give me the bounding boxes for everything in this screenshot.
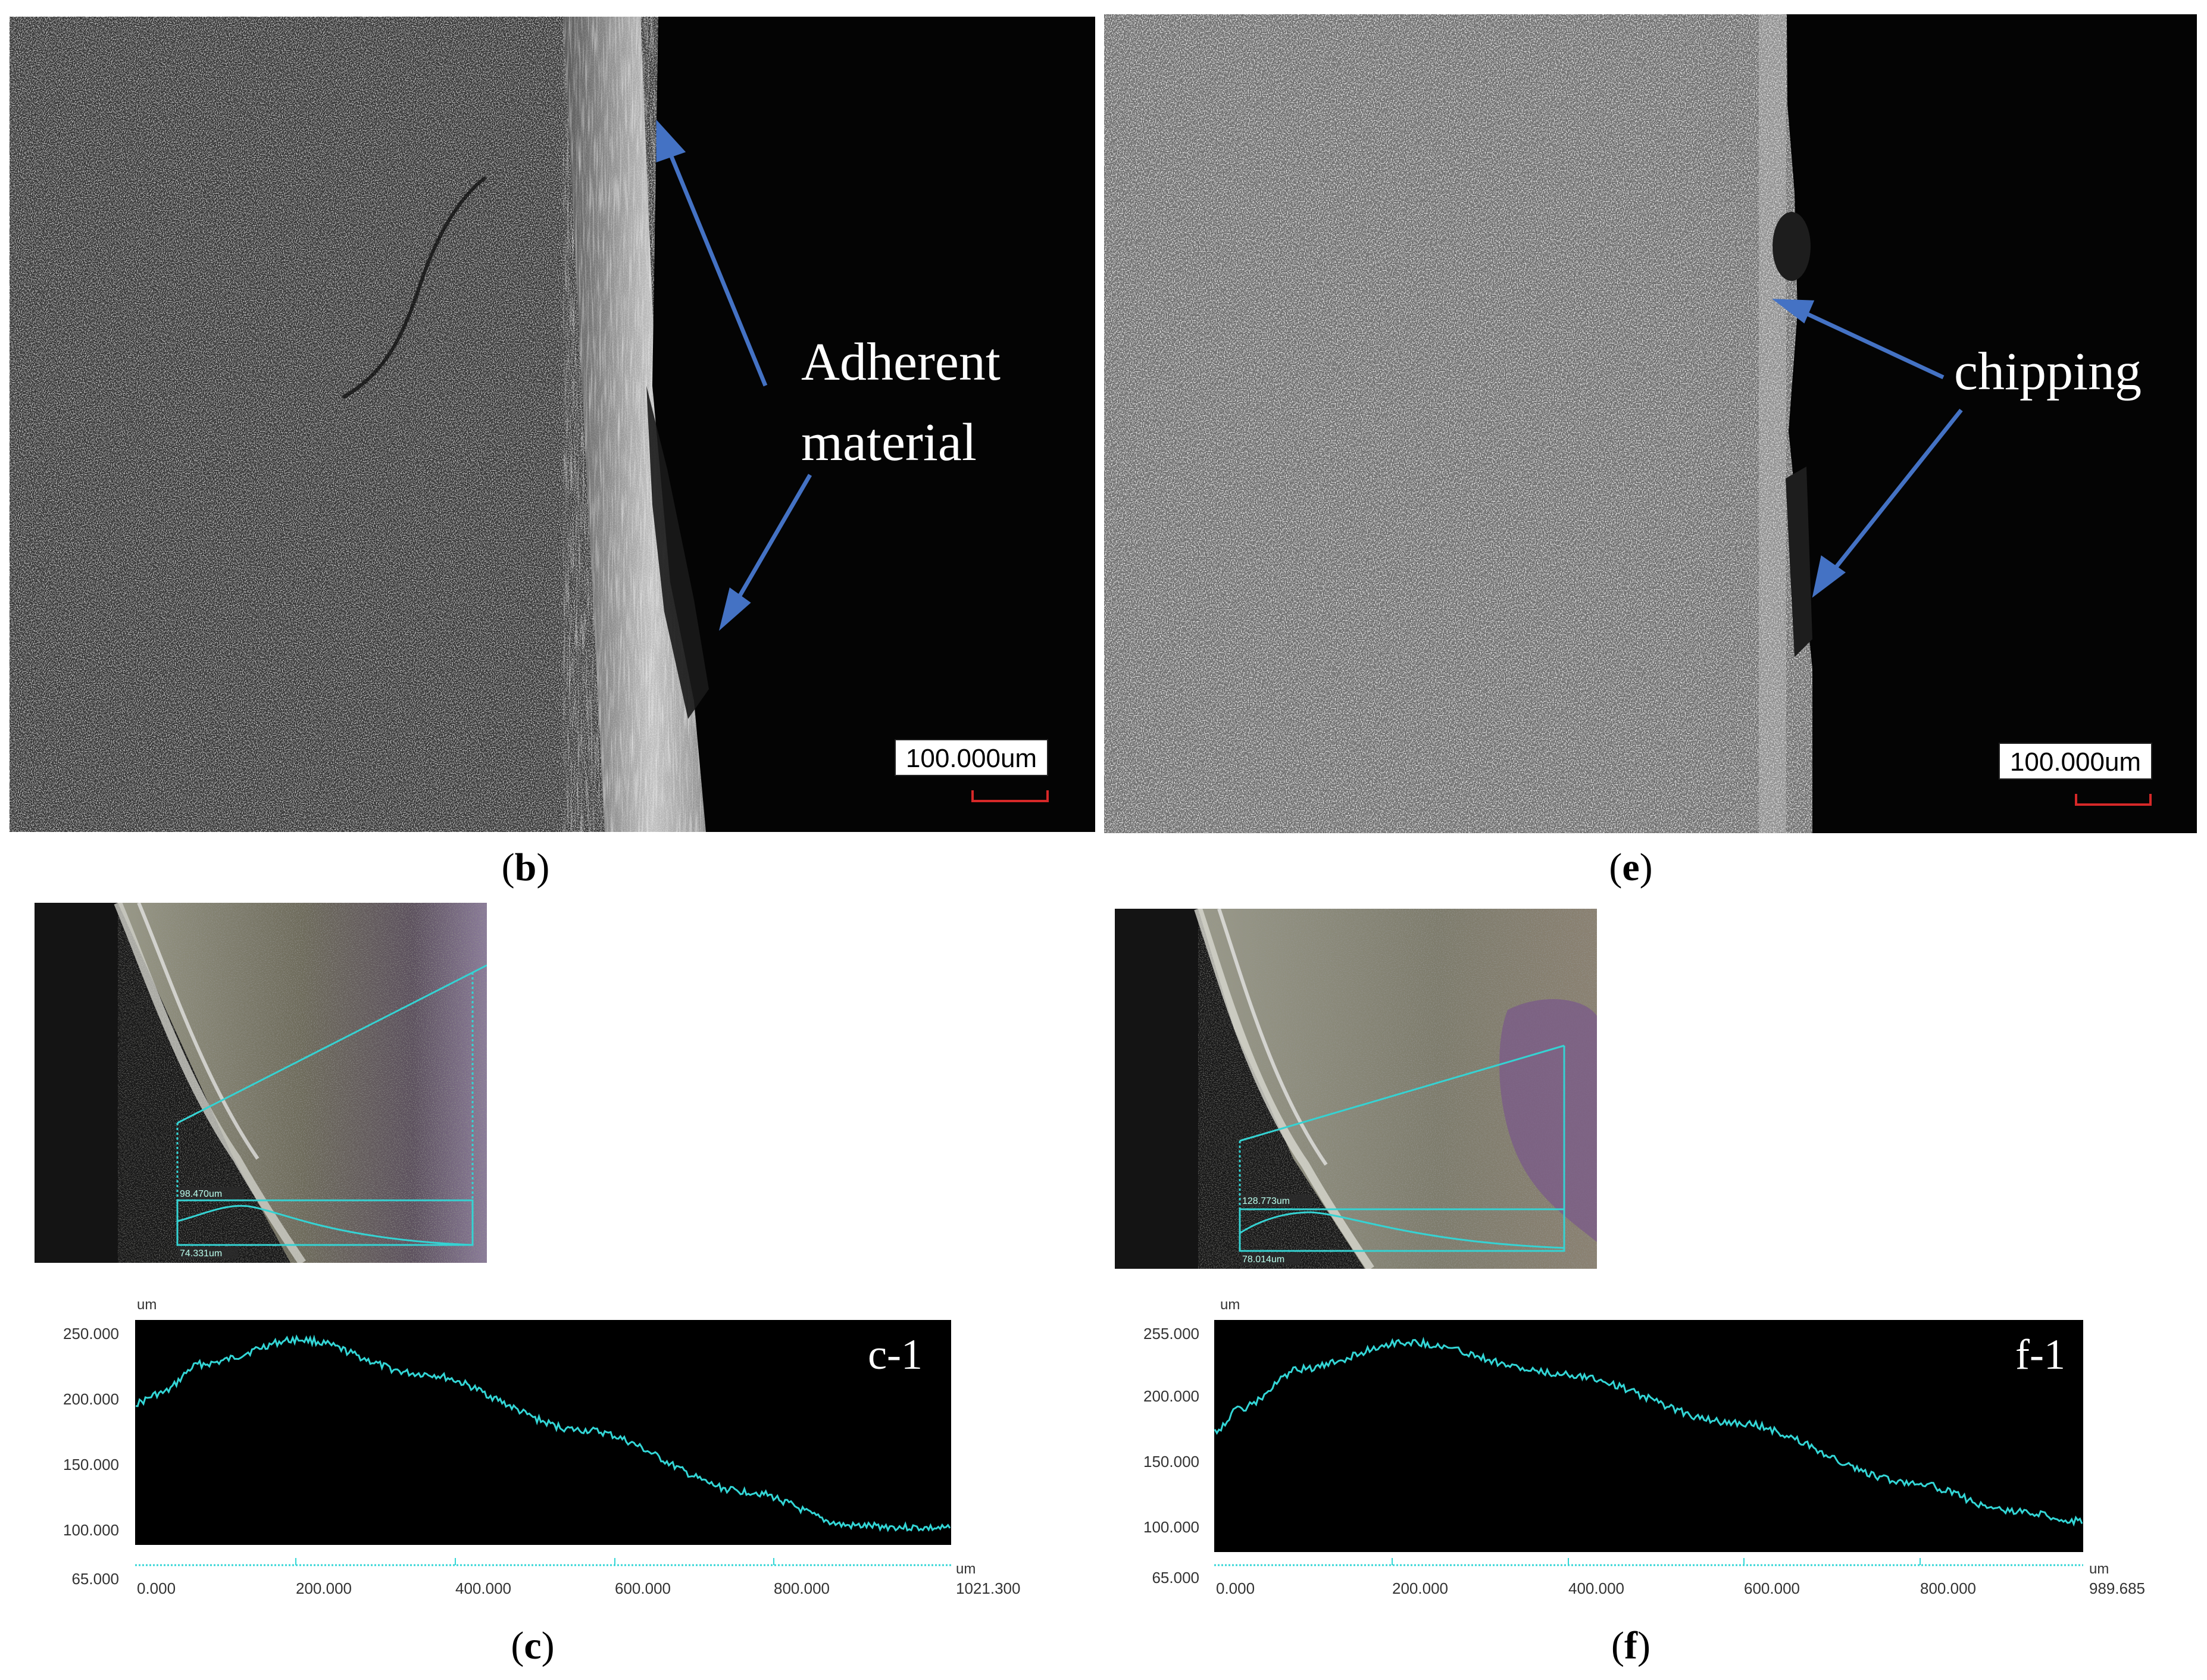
thumbnail-c: 98.470um 74.331um: [35, 901, 487, 1265]
panel-label-e: (e): [1609, 846, 1653, 889]
y-unit-c: um: [137, 1297, 157, 1313]
annotation-chipping: chipping: [1954, 342, 2142, 401]
x-ticks-c: 0.000 200.000 400.000 600.000 800.000 10…: [137, 1579, 1020, 1597]
annotation-adherent-line2: material: [801, 413, 977, 472]
scalebar-label-e: 100.000um: [2010, 747, 2141, 777]
y-tick-c-2: 150.000: [63, 1456, 119, 1473]
x-tick-f-3: 600.000: [1744, 1579, 1800, 1597]
arrow-annotation-e: [1772, 299, 1963, 598]
thumb-tag-upper-f: 128.773um: [1242, 1196, 1290, 1206]
y-tick-f-3: 100.000: [1143, 1518, 1199, 1536]
thumb-tag-lower-c: 74.331um: [180, 1249, 222, 1259]
micrograph-e-image: chipping 100.000um: [1104, 14, 2197, 833]
y-tick-c-4: 65.000: [71, 1570, 119, 1588]
micrograph-b-image: Adherent material 100.000um: [10, 17, 1095, 832]
scalebar-label-b: 100.000um: [906, 744, 1037, 773]
profile-plot-f: um 255.000 200.000 150.000 100.000 65.00…: [1089, 1291, 2202, 1613]
micrograph-e: chipping 100.000um: [1104, 14, 2197, 833]
thumb-tag-upper-c: 98.470um: [180, 1189, 222, 1199]
arrow-annotation-b: [656, 119, 812, 631]
y-ticks-c: 250.000 200.000 150.000 100.000 65.000: [63, 1325, 119, 1588]
thumbnail-c-image: 98.470um 74.331um: [35, 901, 487, 1265]
y-unit-f: um: [1220, 1297, 1240, 1313]
x-tick-c-4: 800.000: [774, 1579, 830, 1597]
x-tick-f-0: 0.000: [1216, 1579, 1255, 1597]
scalebar-line-b: [971, 790, 1049, 802]
plot-area-f: [1214, 1320, 2083, 1552]
y-tick-f-1: 200.000: [1143, 1387, 1199, 1405]
thumbnail-f: 128.773um 78.014um: [1115, 907, 1597, 1271]
y-tick-c-0: 250.000: [63, 1325, 119, 1343]
x-unit-f: um: [2089, 1561, 2109, 1577]
thumb-tag-lower-f: 78.014um: [1242, 1254, 1284, 1265]
profile-curve-f: [1214, 1337, 2083, 1527]
x-tick-c-1: 200.000: [296, 1579, 352, 1597]
y-ticks-f: 255.000 200.000 150.000 100.000 65.000: [1143, 1325, 1199, 1587]
x-tick-f-5: 989.685: [2089, 1579, 2145, 1597]
plot-area-c: [135, 1320, 951, 1545]
micrograph-b: Adherent material 100.000um: [10, 17, 1095, 832]
annotation-adherent-line1: Adherent: [801, 333, 1001, 392]
panel-label-f: (f): [1611, 1624, 1650, 1668]
x-unit-c: um: [956, 1561, 976, 1577]
x-tick-c-2: 400.000: [455, 1579, 511, 1597]
y-tick-f-0: 255.000: [1143, 1325, 1199, 1343]
x-tick-c-3: 600.000: [615, 1579, 671, 1597]
y-tick-c-1: 200.000: [63, 1390, 119, 1408]
thumbnail-f-image: 128.773um 78.014um: [1115, 907, 1597, 1271]
profile-curve-c: [135, 1334, 951, 1532]
scalebar-box-e: [1999, 743, 2152, 780]
plot-tag-f: f-1: [2015, 1331, 2065, 1378]
x-ticks-f: 0.000 200.000 400.000 600.000 800.000 98…: [1216, 1579, 2145, 1597]
y-tick-f-4: 65.000: [1152, 1569, 1199, 1587]
x-tick-c-5: 1021.300: [956, 1579, 1020, 1597]
panel-label-b: (b): [501, 846, 550, 889]
x-tick-f-4: 800.000: [1920, 1579, 1976, 1597]
panel-label-c: (c): [511, 1624, 555, 1668]
plot-tag-c: c-1: [868, 1331, 923, 1378]
x-tick-f-1: 200.000: [1392, 1579, 1448, 1597]
x-tick-f-2: 400.000: [1568, 1579, 1624, 1597]
x-tick-c-0: 0.000: [137, 1579, 176, 1597]
scalebar-box-b: [895, 739, 1048, 776]
y-tick-c-3: 100.000: [63, 1521, 119, 1539]
y-tick-f-2: 150.000: [1143, 1453, 1199, 1471]
scalebar-line-e: [2075, 794, 2152, 806]
profile-plot-c: um 250.000 200.000 150.000 100.000 65.00…: [0, 1291, 1048, 1613]
